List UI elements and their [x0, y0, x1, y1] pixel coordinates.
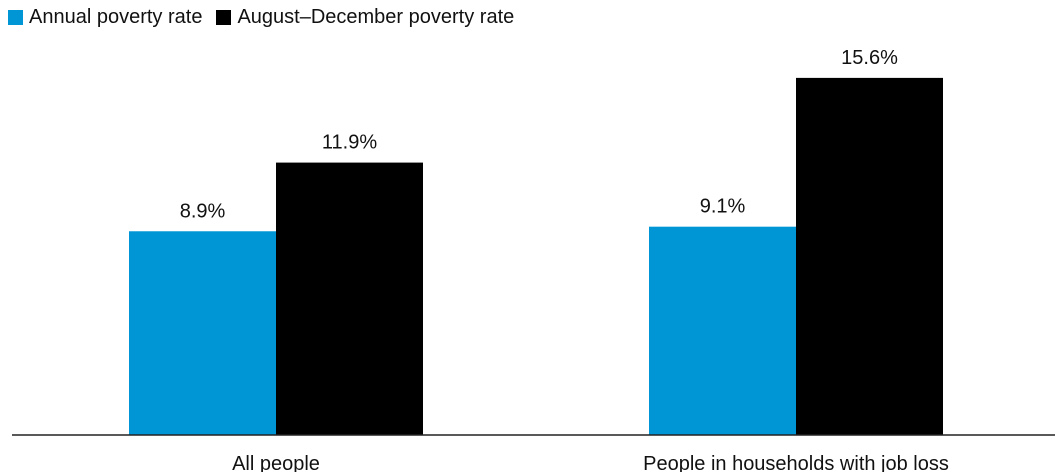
value-label-aug-dec-1: 15.6%: [841, 47, 898, 69]
legend-item-aug-dec: August–December poverty rate: [216, 6, 514, 29]
legend: Annual poverty rate August–December pove…: [8, 4, 528, 30]
category-labels-layer: All people People in households with job …: [232, 453, 949, 472]
bar-aug-dec-0: [276, 162, 423, 435]
bar-annual-0: [129, 231, 276, 435]
legend-swatch-aug-dec: [216, 9, 232, 25]
value-label-aug-dec-0: 11.9%: [322, 132, 377, 154]
legend-item-annual: Annual poverty rate: [8, 6, 202, 29]
value-label-annual-1: 9.1%: [700, 196, 746, 218]
bar-aug-dec-1: [796, 77, 943, 435]
legend-label-aug-dec: August–December poverty rate: [237, 5, 515, 28]
category-label-1: People in households with job loss: [643, 453, 949, 472]
legend-label-annual: Annual poverty rate: [29, 5, 203, 28]
bar-annual-1: [649, 226, 796, 435]
value-label-annual-0: 8.9%: [180, 200, 226, 222]
category-label-0: All people: [232, 453, 320, 472]
legend-swatch-annual: [8, 9, 23, 25]
bars-layer: [129, 77, 943, 435]
value-labels-layer: 8.9% 11.9% 9.1% 15.6%: [180, 47, 898, 222]
